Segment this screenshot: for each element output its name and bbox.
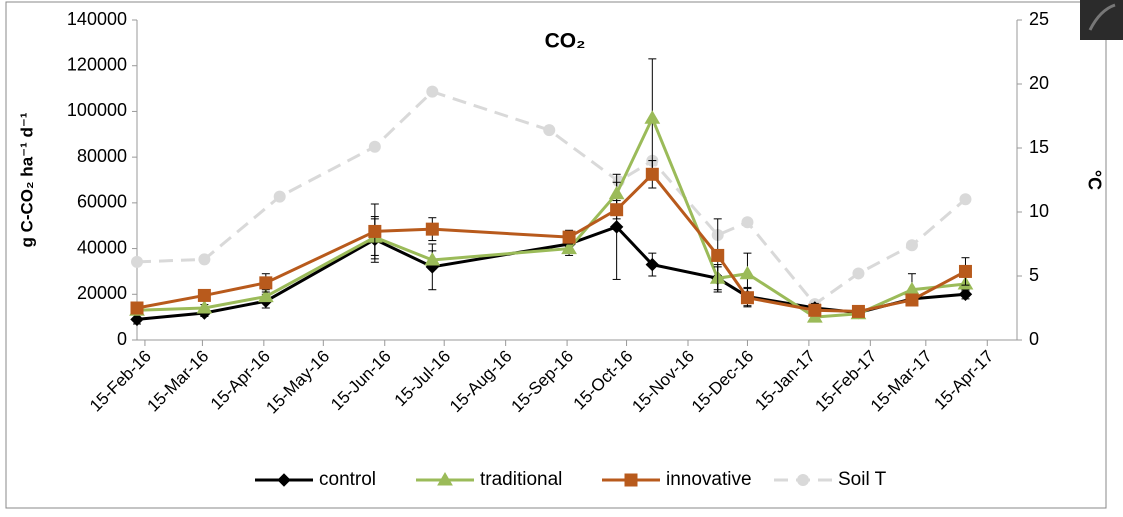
y-tick-label: 20000 <box>77 283 127 303</box>
marker <box>611 204 623 216</box>
y-tick-label: 140000 <box>67 9 127 29</box>
legend-label: traditional <box>480 469 562 490</box>
y2-tick-label: 20 <box>1029 73 1049 93</box>
y-tick-label: 40000 <box>77 237 127 257</box>
marker <box>852 267 864 279</box>
marker <box>543 124 555 136</box>
marker <box>274 191 286 203</box>
marker <box>369 141 381 153</box>
marker <box>712 249 724 261</box>
marker <box>260 277 272 289</box>
y2-axis-title: °C <box>1084 170 1104 190</box>
y-tick-label: 100000 <box>67 100 127 120</box>
marker <box>959 193 971 205</box>
marker <box>198 289 210 301</box>
marker <box>198 253 210 265</box>
y-axis-title: g C-CO₂ ha⁻¹ d⁻¹ <box>17 112 36 247</box>
legend-label: innovative <box>666 469 752 490</box>
marker <box>809 304 821 316</box>
marker <box>369 225 381 237</box>
y2-tick-label: 25 <box>1029 9 1049 29</box>
marker <box>563 231 575 243</box>
y2-tick-label: 10 <box>1029 201 1049 221</box>
marker <box>426 86 438 98</box>
chart-title: CO₂ <box>545 30 586 53</box>
marker <box>959 265 971 277</box>
marker <box>646 168 658 180</box>
legend-marker <box>797 474 809 486</box>
legend-marker <box>625 474 637 486</box>
y2-tick-label: 5 <box>1029 265 1039 285</box>
y-tick-label: 120000 <box>67 54 127 74</box>
chart: CO₂ g C-CO₂ ha⁻¹ d⁻¹ °C 0 20000 40000 60000… <box>0 0 1123 512</box>
marker <box>906 239 918 251</box>
y-tick-label: 60000 <box>77 192 127 212</box>
marker <box>741 292 753 304</box>
legend-label: control <box>319 469 376 490</box>
marker <box>741 216 753 228</box>
chart-frame <box>6 2 1106 508</box>
marker <box>906 294 918 306</box>
y2-tick-label: 15 <box>1029 137 1049 157</box>
y2-tick-label: 0 <box>1029 329 1039 349</box>
photo-fragment <box>1080 0 1123 40</box>
marker <box>852 305 864 317</box>
y-tick-label: 0 <box>117 329 127 349</box>
marker <box>131 302 143 314</box>
marker <box>131 256 143 268</box>
marker <box>426 223 438 235</box>
y-tick-label: 80000 <box>77 146 127 166</box>
legend-label: Soil T <box>838 469 887 490</box>
